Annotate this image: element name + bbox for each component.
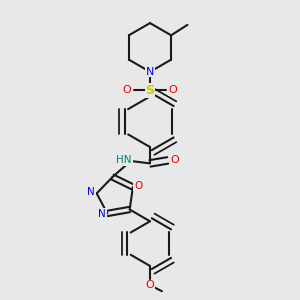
Text: O: O <box>122 85 131 95</box>
Text: O: O <box>146 280 154 290</box>
Text: N: N <box>98 209 106 219</box>
Text: N: N <box>88 187 95 197</box>
Text: O: O <box>170 155 179 165</box>
Text: O: O <box>134 181 142 191</box>
Text: N: N <box>146 67 154 77</box>
Text: O: O <box>169 85 178 95</box>
Text: HN: HN <box>116 155 132 165</box>
Text: S: S <box>146 84 154 97</box>
